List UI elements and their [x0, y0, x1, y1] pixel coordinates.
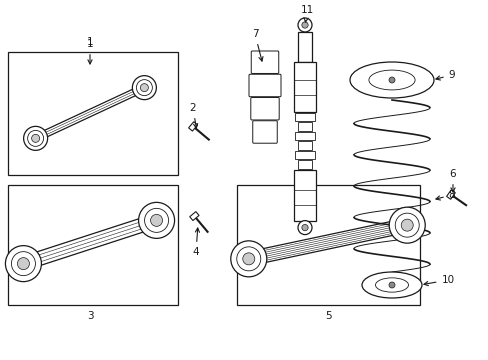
Bar [293, 62, 315, 112]
Text: 7: 7 [251, 29, 263, 61]
Bar [293, 170, 315, 221]
Circle shape [297, 221, 311, 235]
Bar [297, 141, 311, 150]
Circle shape [150, 214, 162, 226]
Circle shape [394, 213, 418, 237]
Text: 2: 2 [189, 103, 197, 128]
Polygon shape [446, 190, 454, 199]
Text: 5: 5 [324, 311, 331, 321]
FancyBboxPatch shape [251, 51, 278, 73]
Circle shape [136, 80, 152, 96]
Text: 8: 8 [435, 190, 454, 200]
Circle shape [230, 241, 266, 277]
Circle shape [23, 126, 47, 150]
Text: 9: 9 [435, 70, 454, 80]
Circle shape [140, 84, 148, 92]
Circle shape [11, 252, 35, 276]
Ellipse shape [361, 272, 421, 298]
FancyBboxPatch shape [248, 74, 281, 97]
Bar [297, 32, 311, 62]
Bar [8, 185, 178, 305]
Text: 10: 10 [423, 275, 454, 285]
Circle shape [144, 208, 168, 232]
Text: 11: 11 [300, 5, 313, 22]
Circle shape [138, 202, 174, 238]
Circle shape [32, 134, 40, 142]
Bar [8, 52, 178, 175]
Polygon shape [188, 122, 197, 131]
Polygon shape [189, 212, 199, 221]
Polygon shape [247, 218, 408, 266]
Circle shape [388, 207, 425, 243]
Circle shape [401, 219, 412, 231]
Circle shape [5, 246, 41, 282]
Ellipse shape [368, 70, 414, 90]
Text: 3: 3 [86, 311, 93, 321]
Circle shape [18, 258, 29, 270]
Text: 1: 1 [86, 37, 93, 47]
FancyBboxPatch shape [250, 98, 279, 120]
Circle shape [388, 77, 394, 83]
Bar [294, 132, 314, 140]
FancyBboxPatch shape [252, 121, 277, 143]
Bar [297, 161, 311, 169]
Circle shape [301, 224, 307, 231]
Bar [237, 185, 419, 305]
Text: 4: 4 [192, 228, 199, 257]
Ellipse shape [349, 62, 433, 98]
Text: 6: 6 [449, 169, 455, 192]
Text: 1: 1 [86, 39, 93, 64]
Circle shape [301, 22, 307, 28]
Polygon shape [34, 85, 145, 141]
Bar [294, 151, 314, 159]
Polygon shape [21, 214, 159, 270]
Circle shape [297, 18, 311, 32]
Circle shape [132, 76, 156, 100]
Circle shape [236, 247, 260, 271]
Circle shape [27, 130, 43, 147]
Ellipse shape [375, 278, 407, 292]
Bar [294, 112, 314, 121]
Circle shape [242, 253, 254, 265]
Circle shape [388, 282, 394, 288]
Bar [297, 122, 311, 131]
